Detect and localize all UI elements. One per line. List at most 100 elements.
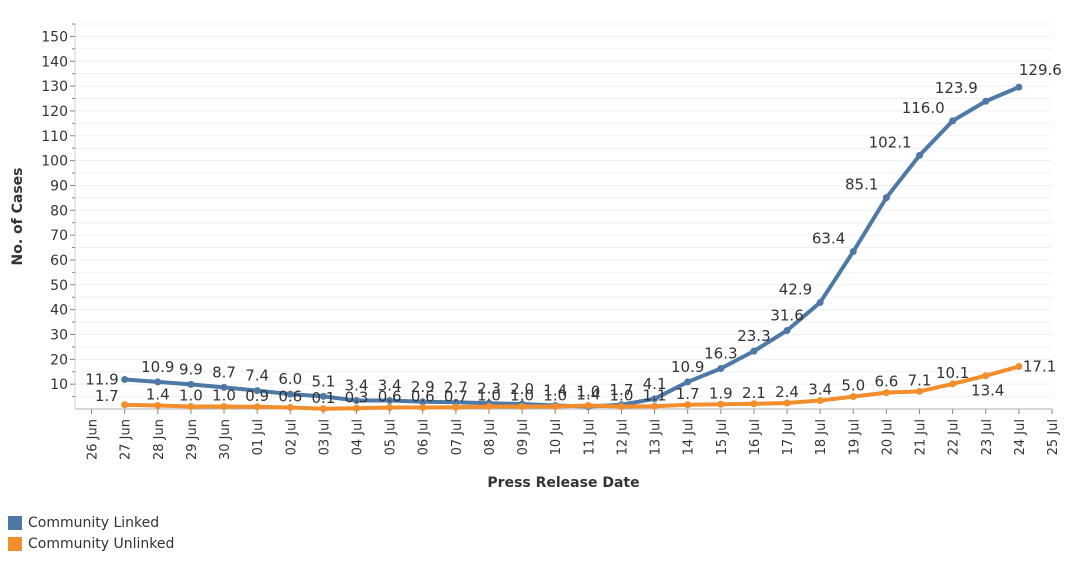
- data-label-community-linked: 42.9: [779, 280, 812, 298]
- legend-item-community-linked[interactable]: Community Linked: [8, 512, 174, 533]
- data-label-community-unlinked: 1.4: [146, 386, 170, 404]
- y-tick-label: 10: [50, 377, 68, 393]
- data-label-community-unlinked: 2.4: [775, 383, 799, 401]
- data-point-community-unlinked[interactable]: [916, 387, 924, 395]
- data-point-community-unlinked[interactable]: [982, 372, 990, 380]
- data-point-community-linked[interactable]: [253, 387, 261, 395]
- data-label-community-linked: 129.6: [1019, 61, 1062, 79]
- data-point-community-unlinked[interactable]: [1015, 363, 1023, 371]
- data-point-community-linked[interactable]: [816, 298, 824, 306]
- data-label-community-linked: 16.3: [704, 345, 737, 363]
- data-point-community-unlinked[interactable]: [584, 402, 592, 410]
- x-tick-label: 27 Jun: [119, 419, 134, 460]
- x-axis-title: Press Release Date: [487, 475, 639, 491]
- data-point-community-unlinked[interactable]: [617, 403, 625, 411]
- y-tick-label: 40: [50, 303, 68, 319]
- x-tick-label: 22 Jul: [947, 419, 962, 455]
- data-point-community-unlinked[interactable]: [518, 403, 526, 411]
- data-label-community-unlinked: 1.0: [212, 387, 236, 405]
- data-point-community-linked[interactable]: [849, 248, 857, 256]
- data-point-community-unlinked[interactable]: [154, 402, 162, 410]
- data-point-community-unlinked[interactable]: [717, 400, 725, 408]
- data-label-community-linked: 5.1: [311, 372, 335, 390]
- data-point-community-unlinked[interactable]: [253, 403, 261, 411]
- data-label-community-unlinked: 10.1: [936, 364, 969, 382]
- data-point-community-linked[interactable]: [319, 392, 327, 400]
- data-label-community-unlinked: 0.7: [444, 387, 468, 405]
- data-label-community-unlinked: 1.0: [510, 387, 534, 405]
- data-point-community-unlinked[interactable]: [187, 403, 195, 411]
- data-label-community-unlinked: 6.6: [874, 373, 898, 391]
- x-tick-label: 25 Jul: [1046, 419, 1061, 455]
- data-point-community-linked[interactable]: [187, 380, 195, 388]
- data-point-community-unlinked[interactable]: [121, 401, 129, 409]
- data-point-community-linked[interactable]: [386, 397, 394, 405]
- data-label-community-linked: 6.0: [278, 370, 302, 388]
- data-point-community-unlinked[interactable]: [783, 399, 791, 407]
- y-tick-label: 110: [41, 129, 68, 145]
- data-point-community-unlinked[interactable]: [452, 403, 460, 411]
- data-point-community-unlinked[interactable]: [485, 403, 493, 411]
- data-point-community-linked[interactable]: [452, 398, 460, 406]
- x-tick-label: 29 Jun: [185, 419, 200, 460]
- x-tick-label: 18 Jul: [814, 419, 829, 455]
- data-point-community-linked[interactable]: [220, 383, 228, 391]
- data-label-community-linked: 10.9: [141, 358, 174, 376]
- data-point-community-unlinked[interactable]: [353, 404, 361, 412]
- data-point-community-linked[interactable]: [353, 397, 361, 405]
- data-point-community-linked[interactable]: [750, 347, 758, 355]
- data-label-community-unlinked: 3.4: [808, 381, 832, 399]
- series-line-community-unlinked: [122, 364, 1021, 411]
- data-point-community-unlinked[interactable]: [750, 400, 758, 408]
- data-point-community-unlinked[interactable]: [386, 404, 394, 412]
- x-tick-label: 21 Jul: [914, 419, 929, 455]
- data-point-community-unlinked[interactable]: [651, 402, 659, 410]
- data-point-community-unlinked[interactable]: [319, 405, 327, 413]
- data-label-community-linked: 7.4: [245, 367, 269, 385]
- data-label-community-unlinked: 1.0: [543, 387, 567, 405]
- data-label-community-linked: 8.7: [212, 363, 236, 381]
- data-point-community-linked[interactable]: [916, 151, 924, 159]
- x-tick-label: 02 Jul: [284, 419, 299, 455]
- legend-item-community-unlinked[interactable]: Community Unlinked: [8, 533, 174, 554]
- data-label-community-linked: 3.4: [378, 377, 402, 395]
- data-label-community-linked: 116.0: [902, 99, 945, 117]
- data-point-community-unlinked[interactable]: [419, 404, 427, 412]
- data-point-community-linked[interactable]: [651, 395, 659, 403]
- x-tick-label: 28 Jun: [152, 419, 167, 460]
- data-point-community-unlinked[interactable]: [684, 401, 692, 409]
- y-tick-label: 30: [50, 327, 68, 343]
- data-point-community-unlinked[interactable]: [286, 404, 294, 412]
- data-label-community-unlinked: 0.6: [411, 388, 435, 406]
- data-point-community-linked[interactable]: [286, 390, 294, 398]
- data-point-community-unlinked[interactable]: [220, 403, 228, 411]
- y-tick-label: 150: [41, 29, 68, 45]
- data-point-community-linked[interactable]: [949, 117, 957, 125]
- data-label-community-linked: 2.9: [411, 378, 435, 396]
- data-label-community-linked: 3.4: [345, 377, 369, 395]
- data-point-community-linked[interactable]: [419, 398, 427, 406]
- x-tick-label: 19 Jul: [847, 419, 862, 455]
- x-tick-label: 09 Jul: [516, 419, 531, 455]
- data-label-community-unlinked: 1.0: [179, 387, 203, 405]
- data-label-community-linked: 102.1: [869, 133, 912, 151]
- data-label-community-unlinked: 1.7: [95, 387, 119, 405]
- data-point-community-unlinked[interactable]: [551, 403, 559, 411]
- data-point-community-unlinked[interactable]: [816, 397, 824, 405]
- data-point-community-linked[interactable]: [717, 365, 725, 373]
- x-tick-label: 17 Jul: [781, 419, 796, 455]
- x-tick-label: 13 Jul: [649, 419, 664, 455]
- data-point-community-linked[interactable]: [982, 97, 990, 105]
- data-point-community-unlinked[interactable]: [949, 380, 957, 388]
- data-point-community-linked[interactable]: [783, 327, 791, 335]
- y-tick-label: 120: [41, 104, 68, 120]
- data-point-community-linked[interactable]: [154, 378, 162, 386]
- data-point-community-linked[interactable]: [121, 375, 129, 383]
- data-point-community-linked[interactable]: [882, 194, 890, 202]
- data-label-community-linked: 123.9: [935, 79, 978, 97]
- data-point-community-unlinked[interactable]: [882, 389, 890, 397]
- data-label-community-unlinked: 1.4: [576, 386, 600, 404]
- data-point-community-linked[interactable]: [684, 378, 692, 386]
- data-point-community-unlinked[interactable]: [849, 393, 857, 401]
- data-point-community-linked[interactable]: [1015, 83, 1023, 91]
